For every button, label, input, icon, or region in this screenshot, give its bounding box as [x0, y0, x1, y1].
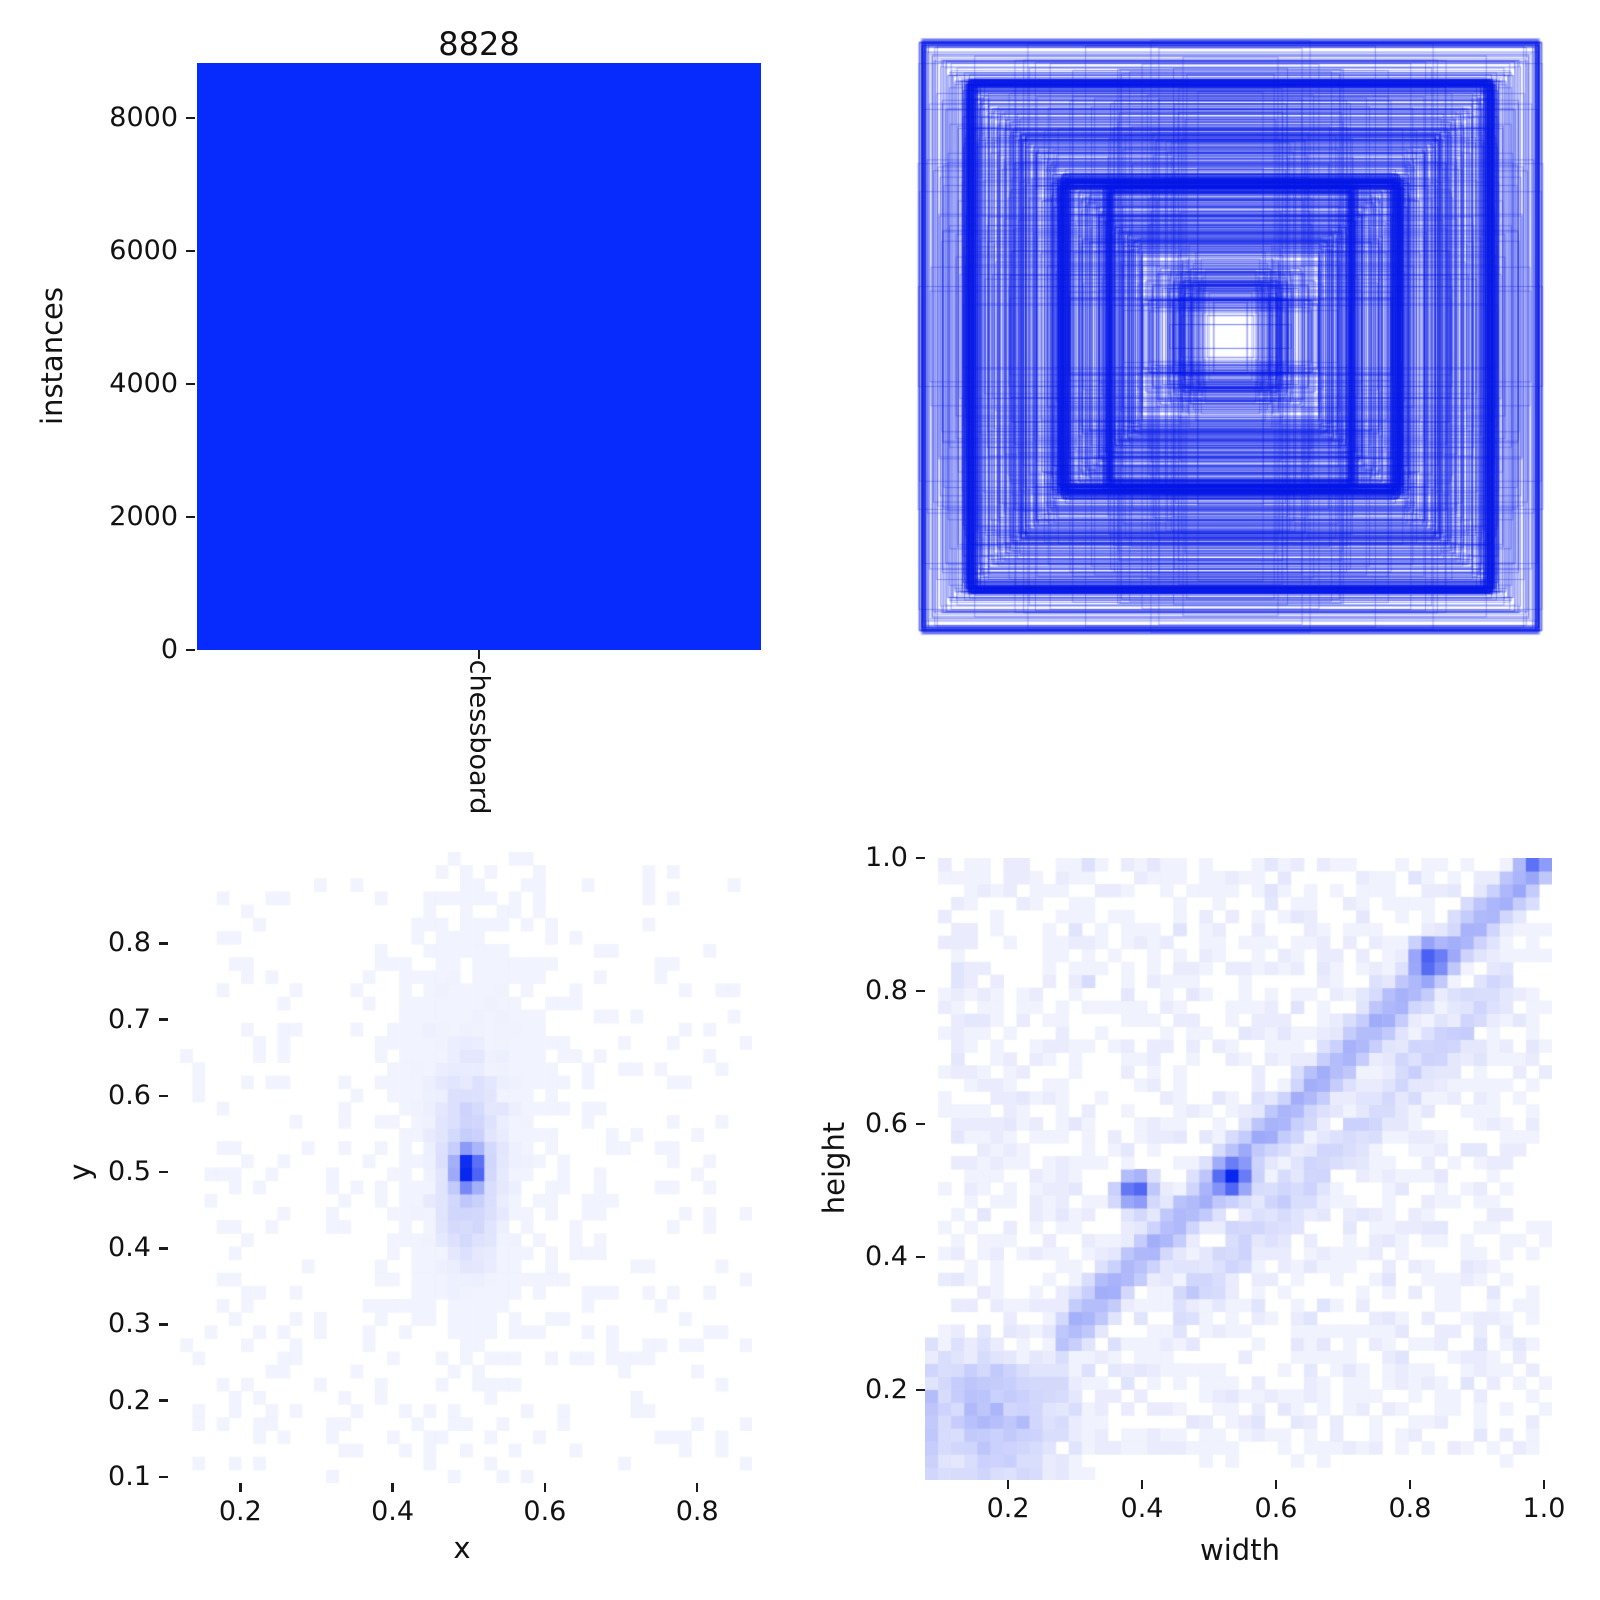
y-tick-label: 0.7: [108, 1003, 151, 1035]
y-tick-label: 0.6: [865, 1108, 908, 1140]
tick-mark: [391, 1483, 394, 1492]
wh-heatmap-canvas: [925, 858, 1552, 1480]
x-tick-label: 0.8: [1388, 1493, 1432, 1524]
tick-mark: [916, 856, 925, 860]
tick-mark: [916, 1122, 925, 1126]
xy-heatmap-canvas: [168, 852, 752, 1483]
x-tick-label: 0.6: [1254, 1493, 1298, 1524]
x-tick-label: 0.6: [523, 1496, 567, 1527]
tick-mark: [186, 116, 195, 120]
tick-mark: [543, 1483, 547, 1492]
x-tick-label: 0.2: [986, 1493, 1030, 1524]
tick-mark: [916, 1255, 925, 1259]
tick-mark: [159, 1399, 168, 1402]
y-tick-label: 0.4: [108, 1232, 151, 1264]
y-tick-label: 0.8: [865, 975, 908, 1007]
bar-value-label: 8828: [438, 25, 520, 63]
tick-mark: [159, 1094, 168, 1098]
x-tick-label-chessboard: chessboard: [463, 659, 495, 815]
y-tick-label: 8000: [109, 102, 178, 134]
tick-mark: [159, 1247, 168, 1250]
tick-mark: [1140, 1480, 1144, 1489]
tick-mark: [1006, 1480, 1010, 1489]
y-tick-label: 0.2: [108, 1384, 151, 1416]
tick-mark: [916, 989, 925, 993]
class-bar-chessboard: [197, 63, 761, 650]
y-tick-label: 0.4: [865, 1241, 908, 1273]
tick-mark: [1408, 1480, 1412, 1489]
tick-mark: [159, 1323, 168, 1326]
x-axis-label-width: width: [1200, 1533, 1280, 1567]
tick-mark: [159, 942, 168, 945]
y-tick-label: 1.0: [865, 842, 908, 873]
x-tick-label: 0.4: [371, 1496, 415, 1527]
tick-mark: [159, 1475, 168, 1479]
tick-mark: [477, 650, 481, 659]
y-tick-label: 0: [160, 634, 178, 665]
tick-mark: [1274, 1480, 1278, 1489]
y-tick-label: 6000: [109, 235, 178, 267]
tick-mark: [186, 249, 195, 253]
y-tick-label: 0.8: [108, 927, 151, 959]
y-tick-label: 0.6: [108, 1079, 151, 1111]
x-tick-label: 1.0: [1522, 1493, 1566, 1524]
y-axis-label-instances: instances: [35, 287, 69, 425]
y-tick-label: 2000: [109, 501, 178, 532]
tick-mark: [186, 382, 195, 386]
x-tick-label: 0.8: [675, 1496, 719, 1527]
tick-mark: [159, 1018, 168, 1021]
y-tick-label: 0.2: [865, 1374, 908, 1406]
y-tick-label: 4000: [109, 368, 178, 400]
tick-mark: [695, 1483, 699, 1492]
tick-mark: [186, 648, 195, 652]
y-tick-label: 0.5: [108, 1156, 151, 1188]
tick-mark: [916, 1388, 925, 1392]
tick-mark: [159, 1170, 168, 1174]
y-tick-label: 0.3: [108, 1308, 151, 1340]
y-tick-label: 0.1: [108, 1460, 151, 1492]
x-axis-label-x: x: [453, 1531, 471, 1565]
tick-mark: [239, 1483, 242, 1492]
tick-mark: [1542, 1480, 1546, 1489]
x-tick-label: 0.4: [1120, 1493, 1164, 1524]
boxes-overlay-canvas: [910, 35, 1550, 637]
x-tick-label: 0.2: [218, 1496, 262, 1527]
tick-mark: [186, 515, 195, 519]
